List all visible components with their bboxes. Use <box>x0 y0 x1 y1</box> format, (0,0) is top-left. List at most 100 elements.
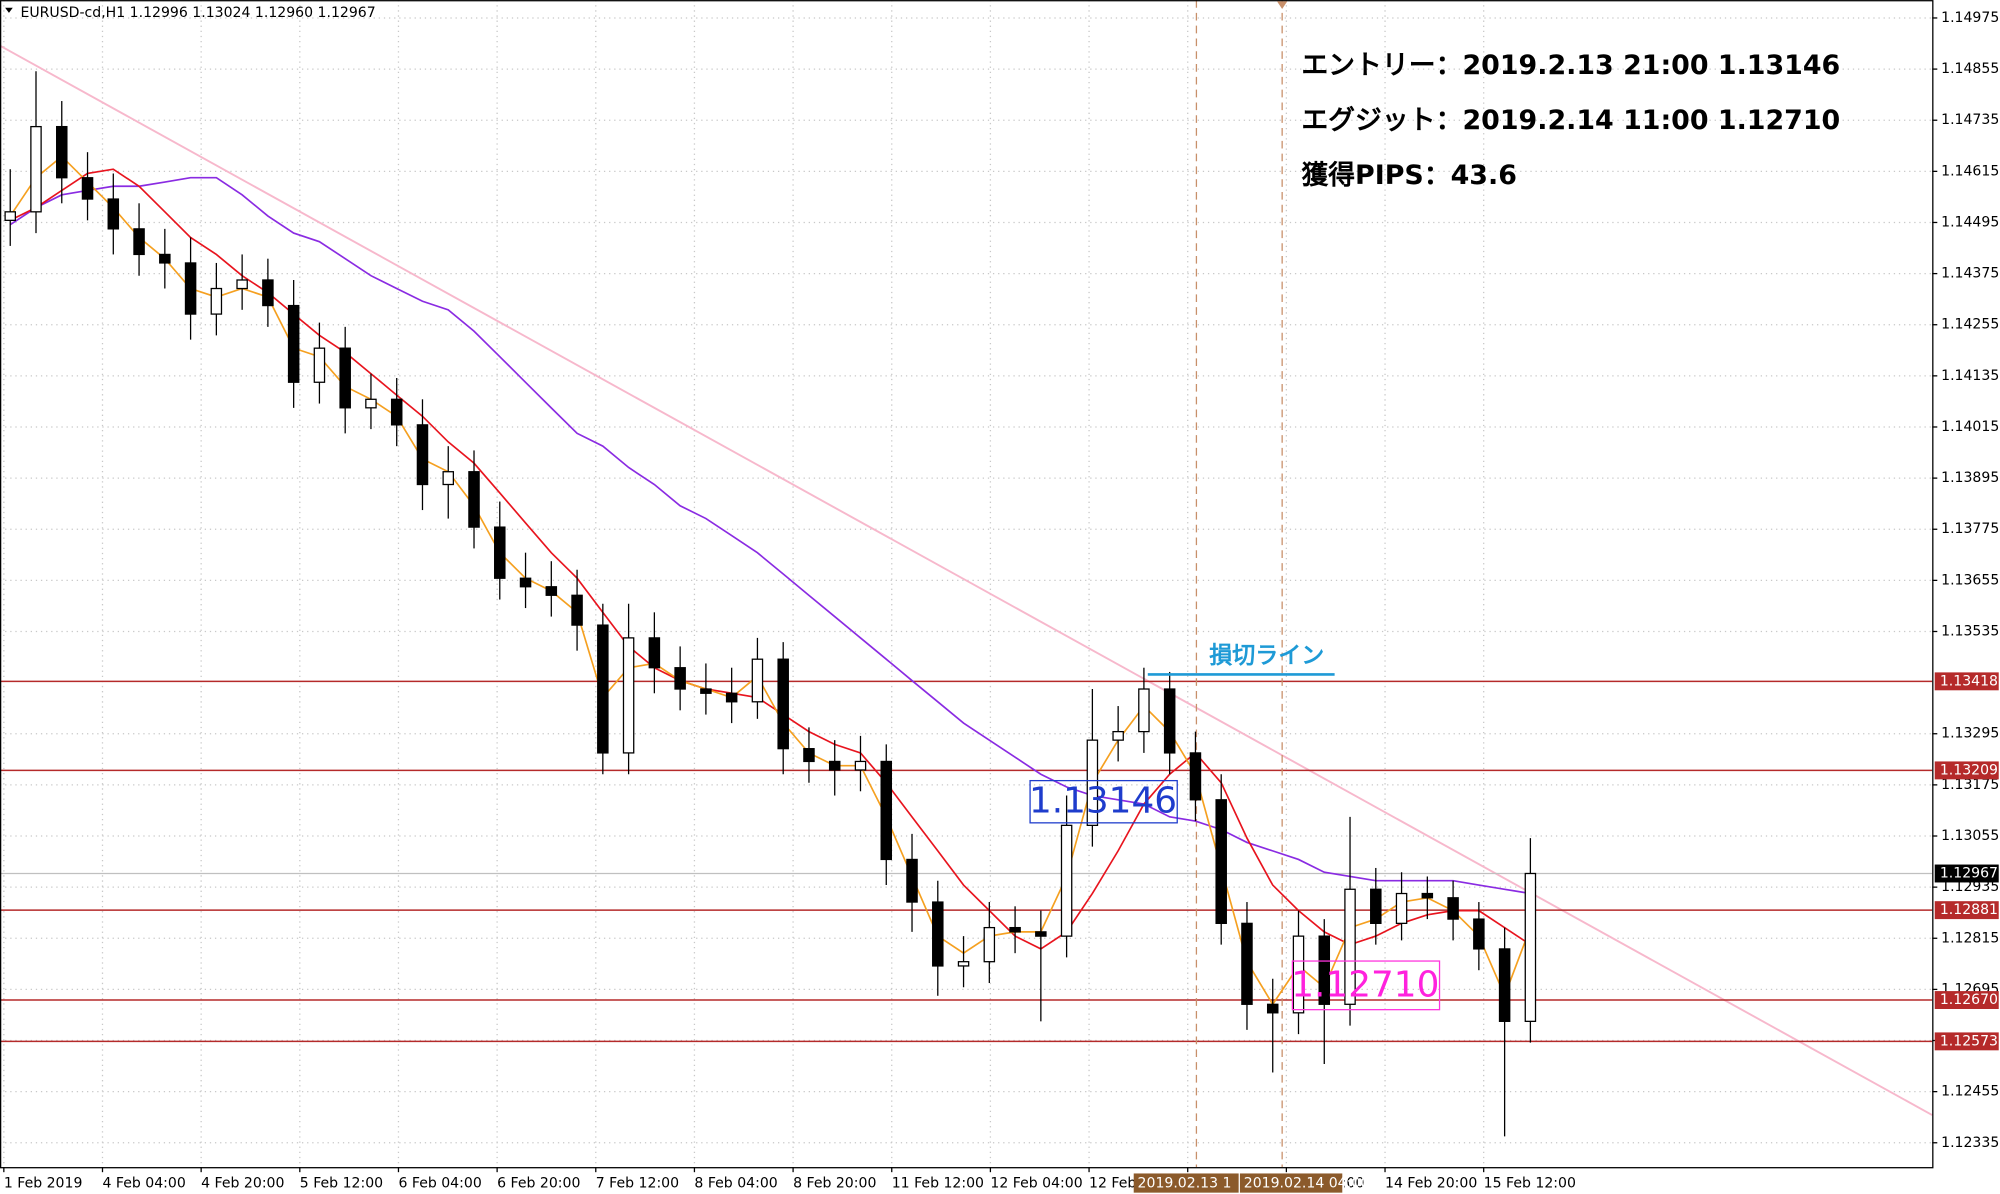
candle-body <box>313 347 326 383</box>
candle-body <box>1112 730 1124 741</box>
y-tick-label: 1.14015 <box>1941 419 1999 435</box>
candle-body <box>622 637 635 754</box>
current-price-box <box>1934 864 1999 883</box>
x-tick-label: 11 Feb 12:00 <box>892 1176 984 1192</box>
candle-body <box>1498 948 1511 1022</box>
candle-body <box>1009 926 1021 933</box>
exit-box <box>1291 960 1441 1011</box>
plot-frame <box>0 0 1934 1169</box>
candle-body <box>1189 752 1202 801</box>
level-label-box <box>1934 672 1999 691</box>
plot <box>0 0 1933 1168</box>
candle-body <box>133 228 145 256</box>
level-label: 1.13209 <box>1940 762 1998 778</box>
note: 獲得PIPS：43.6 <box>1301 160 1517 191</box>
candle-body <box>1473 918 1485 950</box>
y-tick-label: 1.13055 <box>1941 828 1999 844</box>
y-tick-label: 1.13175 <box>1941 777 1999 793</box>
y-tick-label: 1.12815 <box>1941 930 1999 946</box>
y-tick-label: 1.14135 <box>1941 368 1999 384</box>
candle-body <box>390 398 403 426</box>
time-marker-label: 2019.02.14 04:00 <box>1244 1176 1370 1192</box>
x-tick-label: 8 Feb 04:00 <box>694 1176 777 1192</box>
y-tick-label: 1.14615 <box>1941 163 1999 179</box>
level-label: 1.12881 <box>1940 902 1998 918</box>
candle-body <box>519 577 532 588</box>
time-marker-box <box>1239 1173 1343 1193</box>
candle-body <box>597 624 609 754</box>
time-marker-box <box>1133 1173 1239 1193</box>
x-tick-label: 4 Feb 20:00 <box>201 1176 284 1192</box>
candle-body <box>803 748 815 763</box>
candle-body <box>725 692 738 703</box>
y-tick-label: 1.13535 <box>1941 623 1999 639</box>
x-tick-label: 15 Feb 12:00 <box>1484 1176 1576 1192</box>
candle-body <box>184 262 197 315</box>
candle-body <box>416 424 429 486</box>
x-tick-label: :00 <box>1342 1176 1365 1192</box>
level-label-box <box>1934 761 1999 780</box>
candle-body <box>1163 688 1176 754</box>
x-tick-label: 4 Feb 04:00 <box>102 1176 185 1192</box>
candle-body <box>700 688 712 694</box>
candle-body <box>828 760 841 771</box>
candle-body <box>1138 688 1150 733</box>
candle-body <box>1421 892 1434 899</box>
candle-body <box>1318 935 1331 1005</box>
candle-body <box>56 125 68 179</box>
x-tick-label: 6 Feb 04:00 <box>398 1176 481 1192</box>
level-label-box <box>1934 901 1999 920</box>
y-tick-label: 1.13775 <box>1941 521 1999 537</box>
candle-body <box>1292 935 1305 1014</box>
level-label-box <box>1934 991 1999 1009</box>
level-label-box <box>1934 1032 1999 1051</box>
y-tick-label: 1.13295 <box>1941 726 1999 742</box>
y-tick-label: 1.14975 <box>1941 10 1999 26</box>
y-tick-label: 1.12335 <box>1941 1135 1999 1151</box>
y-tick-label: 1.14735 <box>1941 112 1999 128</box>
time-marker-label: 2019.02.13 1 <box>1138 1176 1232 1192</box>
y-tick-label: 1.12455 <box>1941 1084 1999 1100</box>
note: エグジット：2019.2.14 11:00 1.12710 <box>1301 104 1840 136</box>
candle-body <box>854 760 867 771</box>
x-tick-label: 6 Feb 20:00 <box>497 1176 580 1192</box>
candle-body <box>932 901 944 967</box>
candle-body <box>1447 897 1459 920</box>
candle-body <box>81 177 94 200</box>
candle-body <box>1215 799 1227 924</box>
candle-body <box>983 926 996 963</box>
candle-body <box>287 304 300 383</box>
candle-body <box>468 471 480 528</box>
candle-body <box>1524 872 1537 1022</box>
y-tick-label: 1.14255 <box>1941 317 1999 333</box>
candle-body <box>30 125 42 213</box>
candle-body <box>751 658 764 703</box>
x-tick-label: 14 Feb 20:00 <box>1385 1176 1477 1192</box>
candle-body <box>1035 931 1047 937</box>
level-label: 1.13418 <box>1940 673 1998 689</box>
candle-body <box>159 253 171 264</box>
candle-body <box>777 658 789 750</box>
candle-body <box>1395 892 1408 924</box>
candle-body <box>1241 922 1253 1005</box>
candle-body <box>674 667 686 690</box>
y-tick-label: 1.13895 <box>1941 470 1999 486</box>
trendline <box>0 44 1933 1116</box>
marker-triangle <box>1277 1 1288 10</box>
moving-average <box>9 176 1531 895</box>
candle-body <box>1086 739 1099 826</box>
candle-body <box>906 858 918 903</box>
stop-label: 損切ライン <box>1209 643 1324 669</box>
candle-body <box>880 760 893 861</box>
x-tick-label: 7 Feb 12:00 <box>596 1176 679 1192</box>
candle-body <box>494 526 506 579</box>
candle-body <box>1370 888 1382 924</box>
candle-body <box>236 279 248 290</box>
candle-body <box>442 471 455 486</box>
y-tick-label: 1.13655 <box>1941 572 1999 588</box>
candle-body <box>4 211 16 221</box>
level-label: 1.12670 <box>1940 992 1998 1008</box>
y-tick-label: 1.14495 <box>1941 214 1999 230</box>
